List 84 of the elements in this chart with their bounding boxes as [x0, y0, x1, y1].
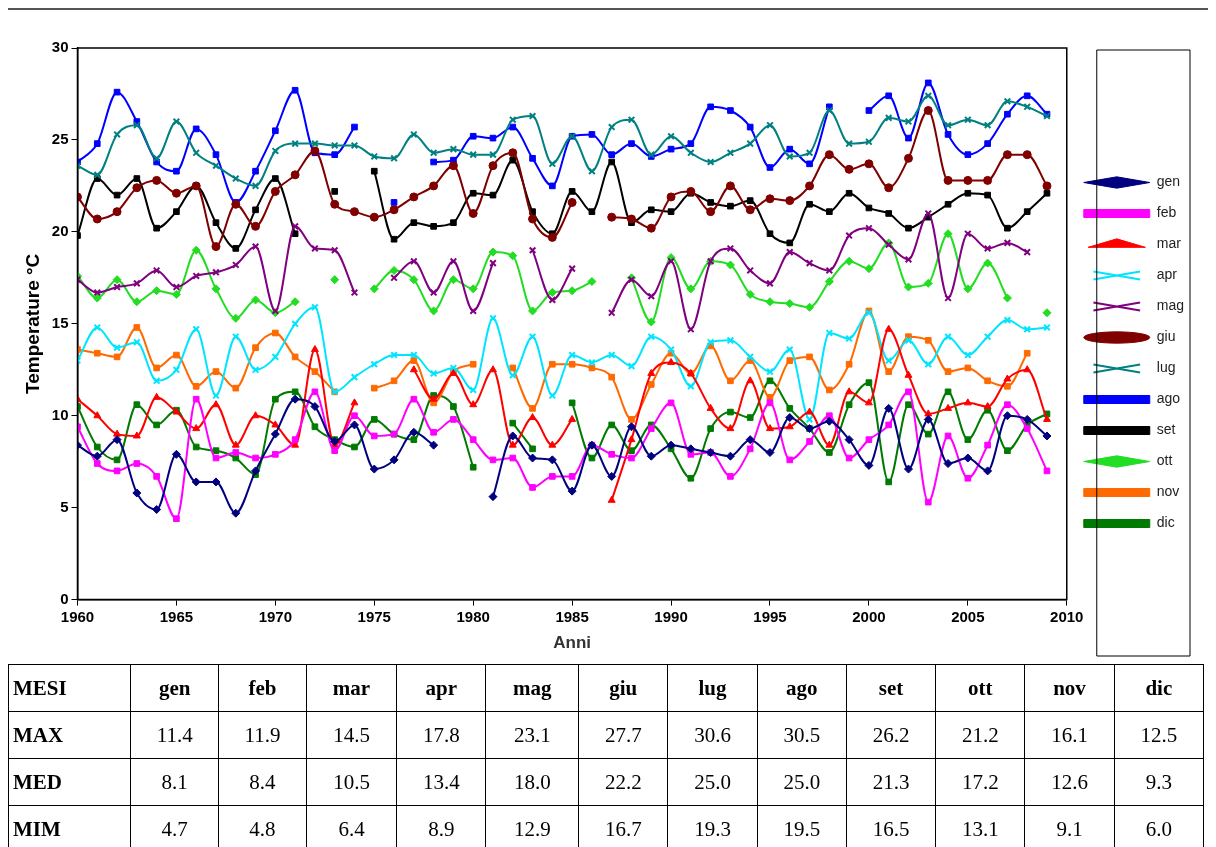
x-tick-label: 1985: [555, 607, 589, 625]
data-label: 19.5: [757, 805, 847, 847]
legend-label: lug: [1156, 359, 1176, 376]
data-label: 22.2: [578, 758, 668, 806]
data-label: 9.3: [1114, 758, 1204, 806]
x-tick-label: set: [846, 664, 936, 712]
y-tick-label: 30: [51, 38, 69, 56]
x-axis-title: Anni: [553, 633, 592, 653]
data-label: 8.4: [218, 758, 307, 806]
legend-label: nov: [1156, 483, 1180, 500]
legend-label: mag: [1156, 297, 1184, 314]
x-tick-label: ago: [757, 664, 847, 712]
x-tick-label: mar: [306, 664, 397, 712]
y-tick-label: 20: [51, 222, 69, 240]
x-tick-label: 1965: [159, 607, 194, 625]
data-label: 25.0: [757, 758, 847, 806]
x-tick-label: 1960: [60, 607, 95, 625]
data-label: 12.5: [1114, 711, 1204, 759]
x-tick-label: nov: [1024, 664, 1115, 712]
data-label: 21.3: [846, 758, 936, 806]
data-label: 26.2: [846, 711, 936, 759]
data-label: 12.6: [1024, 758, 1115, 806]
legend-label: ago: [1156, 390, 1181, 407]
data-label: 30.5: [757, 711, 847, 759]
y-axis-title: MESI: [8, 664, 131, 712]
data-label: 16.1: [1024, 711, 1115, 759]
y-tick-label: MIM: [8, 805, 131, 847]
data-label: 30.6: [667, 711, 758, 759]
legend-label: feb: [1156, 204, 1177, 221]
data-label: 6.4: [306, 805, 397, 847]
data-label: 8.9: [396, 805, 486, 847]
data-label: 13.4: [396, 758, 486, 806]
legend-label: dic: [1156, 514, 1175, 531]
y-tick-label: MAX: [8, 711, 131, 759]
y-tick-label: MED: [8, 758, 131, 806]
x-tick-label: apr: [396, 664, 486, 712]
data-label: 25.0: [667, 758, 758, 806]
data-label: 17.8: [396, 711, 486, 759]
x-tick-label: dic: [1114, 664, 1204, 712]
legend-label: gen: [1156, 173, 1181, 190]
x-tick-label: 1970: [258, 607, 293, 625]
data-label: 12.9: [485, 805, 579, 847]
data-label: 11.4: [130, 711, 219, 759]
data-label: 9.1: [1024, 805, 1115, 847]
y-tick-label: 0: [60, 589, 69, 607]
legend-label: apr: [1156, 266, 1178, 283]
x-tick-label: 1980: [456, 607, 490, 625]
y-tick-label: 5: [60, 497, 69, 515]
x-tick-label: 1990: [654, 607, 688, 625]
data-label: 4.8: [218, 805, 307, 847]
data-label: 11.9: [218, 711, 307, 759]
y-tick-label: 25: [51, 130, 69, 148]
data-label: 13.1: [935, 805, 1025, 847]
data-label: 19.3: [667, 805, 758, 847]
x-tick-label: 2005: [951, 607, 985, 625]
data-label: 8.1: [130, 758, 219, 806]
data-label: 21.2: [935, 711, 1025, 759]
x-tick-label: mag: [485, 664, 579, 712]
data-label: 27.7: [578, 711, 668, 759]
data-label: 4.7: [130, 805, 219, 847]
data-label: 16.5: [846, 805, 936, 847]
legend-label: giu: [1156, 328, 1176, 345]
x-tick-label: gen: [130, 664, 219, 712]
legend-label: ott: [1156, 452, 1173, 469]
data-label: 10.5: [306, 758, 397, 806]
data-label: 14.5: [306, 711, 397, 759]
x-tick-label: 1975: [357, 607, 391, 625]
legend-label: set: [1156, 421, 1176, 438]
x-tick-label: lug: [667, 664, 758, 712]
x-tick-label: ott: [935, 664, 1025, 712]
x-tick-label: giu: [578, 664, 668, 712]
y-tick-label: 15: [51, 313, 69, 331]
data-label: 16.7: [578, 805, 668, 847]
y-tick-label: 10: [51, 405, 69, 423]
x-tick-label: 2000: [852, 607, 886, 625]
x-tick-label: feb: [218, 664, 307, 712]
x-tick-label: 1995: [753, 607, 787, 625]
x-tick-label: 2010: [1050, 607, 1084, 625]
data-label: 17.2: [935, 758, 1025, 806]
data-label: 6.0: [1114, 805, 1204, 847]
data-label: 23.1: [485, 711, 579, 759]
legend-label: mar: [1156, 235, 1182, 252]
data-label: 18.0: [485, 758, 579, 806]
y-axis-title: Temperature °C: [21, 253, 43, 394]
